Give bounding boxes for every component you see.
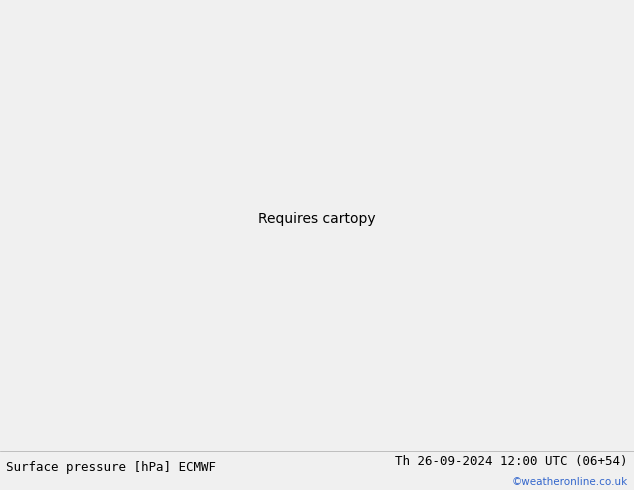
Text: Requires cartopy: Requires cartopy bbox=[258, 212, 376, 226]
Text: Th 26-09-2024 12:00 UTC (06+54): Th 26-09-2024 12:00 UTC (06+54) bbox=[395, 455, 628, 468]
Text: Surface pressure [hPa] ECMWF: Surface pressure [hPa] ECMWF bbox=[6, 461, 216, 473]
Text: ©weatheronline.co.uk: ©weatheronline.co.uk bbox=[512, 477, 628, 487]
